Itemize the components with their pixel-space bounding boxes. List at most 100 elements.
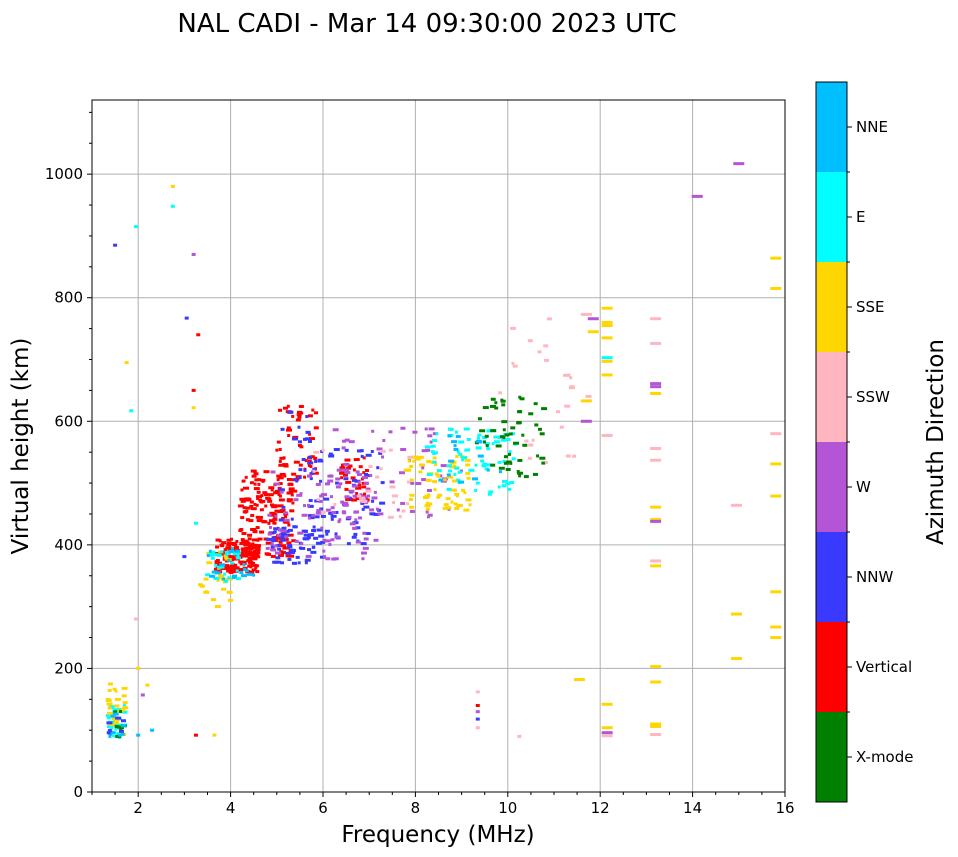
echo-point: [315, 482, 321, 486]
echo-point: [517, 471, 524, 475]
echo-point: [275, 556, 281, 560]
echo-point: [114, 689, 118, 693]
echo-point: [250, 527, 257, 531]
plot-background: [92, 100, 785, 792]
echo-point: [518, 474, 522, 478]
echo-point: [236, 553, 240, 557]
echo-point: [343, 462, 350, 466]
echo-point: [360, 454, 364, 458]
echo-point: [539, 456, 546, 460]
echo-point: [559, 425, 564, 429]
echo-point: [308, 455, 313, 459]
echo-point: [601, 702, 613, 706]
echo-point: [325, 532, 329, 536]
echo-point: [108, 734, 112, 738]
echo-point: [490, 463, 496, 467]
echo-point: [770, 625, 782, 629]
echo-point: [468, 468, 475, 472]
echo-point: [279, 490, 284, 494]
echo-point: [357, 480, 361, 484]
x-axis-ticks: 2 4 6 8 10 12 14 16: [91, 792, 795, 817]
echo-point: [249, 500, 254, 504]
echo-point: [320, 493, 327, 497]
echo-point: [533, 402, 538, 406]
echo-point: [113, 720, 119, 724]
echo-point: [265, 537, 272, 541]
colorbar-segment: [816, 712, 847, 802]
echo-point: [286, 541, 292, 545]
echo-point: [650, 722, 662, 726]
echo-point: [314, 515, 320, 519]
echo-point: [426, 502, 433, 506]
echo-point: [449, 461, 455, 465]
echo-point: [313, 456, 318, 460]
echo-point: [357, 483, 361, 487]
echo-point: [330, 538, 335, 542]
echo-point: [463, 427, 470, 431]
y-tick-label: 200: [54, 659, 83, 677]
echo-point: [461, 488, 466, 492]
echo-point: [235, 556, 241, 560]
echo-point: [239, 497, 246, 501]
echo-point: [277, 547, 282, 551]
echo-point: [170, 204, 175, 208]
echo-point: [361, 499, 368, 503]
echo-point: [369, 508, 375, 512]
echo-point: [221, 541, 227, 545]
echo-point: [235, 569, 239, 573]
echo-point: [239, 562, 244, 566]
echo-point: [259, 530, 265, 534]
echo-point: [278, 482, 283, 486]
echo-point: [691, 194, 703, 198]
echo-point: [335, 485, 341, 489]
echo-point: [246, 570, 251, 574]
echo-point: [319, 555, 326, 559]
echo-point: [278, 498, 285, 502]
echo-point: [303, 533, 309, 537]
echo-point: [360, 501, 365, 505]
echo-point: [293, 489, 298, 493]
echo-point: [254, 543, 258, 547]
echo-point: [466, 437, 471, 441]
echo-point: [263, 470, 270, 474]
echo-point: [242, 479, 246, 483]
echo-point: [346, 542, 351, 546]
echo-point: [328, 543, 332, 547]
echo-point: [251, 568, 257, 572]
echo-point: [451, 440, 458, 444]
echo-point: [278, 459, 282, 463]
echo-point: [342, 439, 347, 443]
colorbar-segment: [816, 532, 847, 622]
echo-point: [284, 535, 288, 539]
echo-point: [295, 479, 299, 483]
echo-point: [426, 460, 432, 464]
echo-point: [335, 510, 339, 514]
echo-point: [215, 545, 220, 549]
echo-point: [274, 551, 281, 555]
echo-point: [285, 533, 290, 537]
echo-point: [358, 496, 365, 500]
echo-point: [528, 443, 534, 447]
x-tick-label: 16: [775, 799, 794, 817]
echo-point: [285, 538, 289, 542]
echo-point: [289, 549, 296, 553]
echo-point: [424, 445, 431, 449]
echo-point: [489, 404, 496, 408]
echo-point: [309, 455, 315, 459]
echo-point: [303, 468, 307, 472]
echo-point: [353, 510, 358, 514]
echo-point: [349, 522, 356, 526]
echo-point: [308, 514, 313, 518]
echo-point: [465, 471, 471, 475]
echo-point: [322, 538, 327, 542]
echo-point: [247, 542, 251, 546]
echo-point: [259, 499, 266, 503]
echo-point: [453, 472, 457, 476]
echo-point: [307, 516, 311, 520]
echo-point: [277, 528, 281, 532]
colorbar-tick-label: W: [856, 478, 871, 496]
echo-point: [232, 552, 239, 556]
echo-point: [532, 472, 538, 476]
echo-point: [301, 529, 308, 533]
echo-point: [283, 511, 288, 515]
